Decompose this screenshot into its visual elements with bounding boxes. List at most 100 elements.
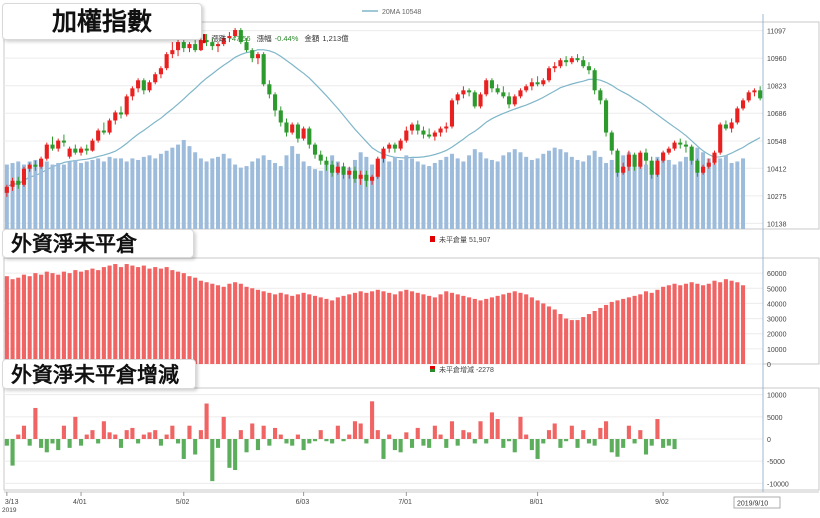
- candle-body: [649, 160, 654, 175]
- candlestick: [604, 98, 609, 137]
- chg-bar: [141, 434, 146, 439]
- chg-bar: [50, 439, 55, 444]
- oi-bar: [375, 289, 380, 364]
- candle-body: [484, 80, 489, 95]
- chg-bar: [626, 425, 631, 439]
- x-tick-label: 6/03: [296, 499, 310, 506]
- candle-body: [518, 90, 523, 97]
- candle-body: [210, 42, 215, 47]
- candlestick: [301, 126, 306, 141]
- chg-bar: [352, 421, 358, 439]
- candle-body: [16, 180, 21, 185]
- oi-bar: [187, 276, 192, 364]
- candle-body: [643, 152, 649, 161]
- candlestick: [689, 144, 694, 165]
- volume-bar: [609, 159, 614, 229]
- oi-bar: [444, 291, 449, 364]
- candle-body: [170, 50, 175, 55]
- volume-bar: [672, 164, 677, 229]
- volume-bar: [358, 152, 363, 229]
- volume-bar: [489, 159, 494, 229]
- cursor-date-box: [733, 496, 781, 509]
- oi-bar: [404, 289, 409, 364]
- candlestick: [746, 90, 751, 103]
- oi-bar: [261, 291, 266, 364]
- price-tick-label: 10138: [767, 221, 787, 228]
- candle-body: [284, 122, 289, 133]
- oi-bar: [176, 271, 181, 364]
- candlestick: [238, 28, 243, 45]
- oi-bar: [96, 270, 101, 364]
- info-up-marker: ▌: [203, 34, 208, 44]
- candle-body: [501, 92, 506, 97]
- candlestick: [73, 144, 78, 155]
- volume-bar: [210, 158, 215, 229]
- candle-body: [467, 90, 472, 93]
- candle-body: [358, 174, 363, 179]
- candle-body: [598, 90, 603, 101]
- oi-bar: [255, 289, 261, 364]
- chg-bar: [438, 434, 443, 439]
- candle-body: [695, 160, 700, 173]
- volume-bar: [689, 150, 694, 229]
- x-tick-label: 4/01: [73, 499, 87, 506]
- oi-bar: [432, 297, 437, 364]
- candlestick: [16, 176, 21, 189]
- open-interest-bars: [4, 264, 746, 364]
- candlestick: [67, 146, 72, 159]
- chg-bar: [432, 425, 437, 439]
- oi-bar: [238, 283, 243, 364]
- oi-bar: [78, 271, 84, 364]
- volume-bar: [124, 161, 129, 229]
- candlestick: [358, 170, 363, 185]
- chg-bar: [21, 425, 27, 439]
- chg-bar: [16, 434, 21, 439]
- chg-bar: [284, 439, 289, 444]
- volume-bar: [398, 159, 403, 229]
- oi-legend: 未平倉量 51,907: [439, 235, 490, 244]
- candle-body: [564, 60, 569, 63]
- oi-bar: [4, 276, 9, 364]
- volume-bar: [278, 166, 283, 229]
- candle-body: [250, 50, 255, 59]
- chg-bar: [118, 439, 124, 448]
- candlestick: [290, 122, 295, 135]
- chg-bar: [615, 439, 620, 457]
- oi-bar: [67, 273, 72, 364]
- candle-body: [193, 44, 198, 51]
- candle-body: [706, 162, 711, 167]
- chg-bar: [67, 439, 72, 448]
- chg-bar: [661, 439, 666, 448]
- oi-bar: [90, 268, 95, 364]
- candlestick: [204, 34, 209, 47]
- chg-bar: [655, 419, 660, 439]
- candlestick: [295, 122, 300, 143]
- volume-bar: [512, 149, 517, 229]
- candle-body: [672, 142, 677, 149]
- candlestick: [409, 122, 415, 135]
- candle-body: [176, 42, 181, 51]
- chg-bar: [307, 439, 312, 444]
- chg-bar: [181, 439, 186, 459]
- volume-bar: [444, 156, 449, 229]
- candle-body: [609, 132, 614, 151]
- chg-bar: [176, 439, 181, 444]
- volume-bar: [387, 161, 392, 229]
- change-label: 漲跌: [211, 33, 226, 43]
- volume-bar: [632, 158, 637, 229]
- candlestick: [227, 32, 232, 43]
- candle-body: [67, 148, 72, 157]
- volume-bar: [683, 156, 688, 229]
- candlestick: [432, 130, 437, 141]
- candlestick: [96, 128, 101, 143]
- chg-legend-swatch-down: [430, 369, 435, 372]
- info-line: ▌ 漲跌 -47.56 漲幅 -0.44% 金額 1,213億: [203, 33, 349, 44]
- volume-bars: [4, 139, 746, 229]
- candlestick: [712, 150, 717, 165]
- oi-bar: [10, 279, 15, 364]
- chg-bar: [609, 439, 614, 453]
- candle-body: [198, 40, 203, 51]
- x-tick-label: 3/13: [5, 499, 19, 506]
- chg-bar: [381, 439, 386, 459]
- candlestick: [672, 140, 677, 151]
